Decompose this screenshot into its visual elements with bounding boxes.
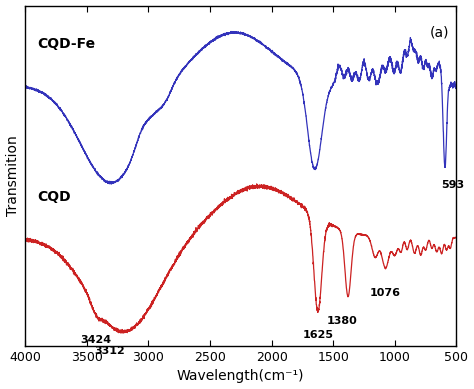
- Text: 1625: 1625: [302, 330, 333, 340]
- X-axis label: Wavelength(cm⁻¹): Wavelength(cm⁻¹): [177, 370, 304, 384]
- Text: CQD: CQD: [37, 190, 71, 204]
- Text: 3312: 3312: [94, 346, 125, 356]
- Text: (a): (a): [429, 25, 449, 39]
- Text: 3424: 3424: [81, 335, 112, 345]
- Text: 1380: 1380: [327, 316, 357, 326]
- Y-axis label: Transmition: Transmition: [6, 135, 19, 216]
- Text: 1076: 1076: [370, 288, 401, 298]
- Text: CQD-Fe: CQD-Fe: [37, 37, 96, 51]
- Text: 593: 593: [441, 180, 465, 190]
